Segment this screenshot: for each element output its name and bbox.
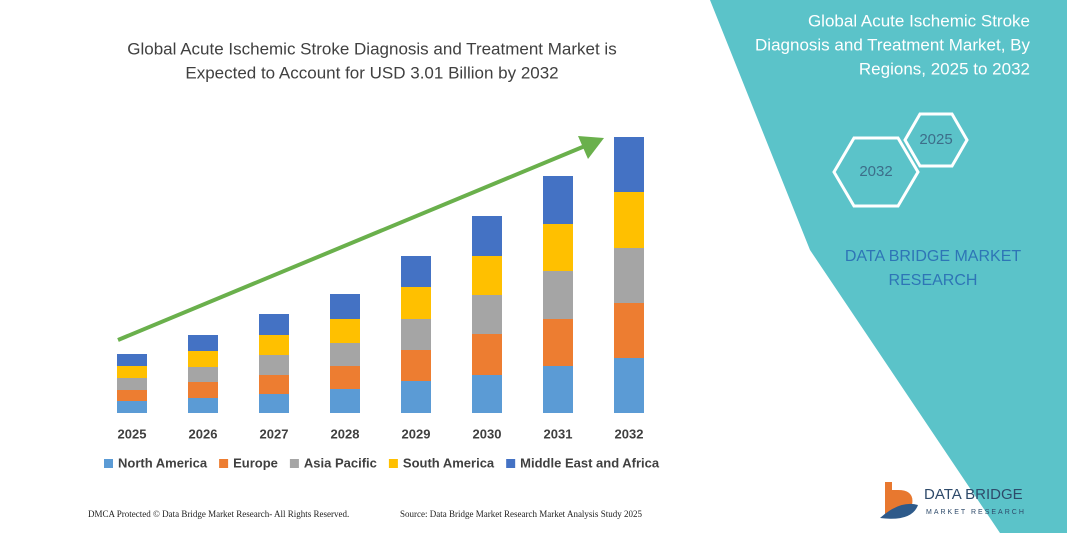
legend-swatch bbox=[506, 459, 516, 468]
panel-title: Diagnosis and Treatment Market, By bbox=[755, 35, 1030, 54]
side-panel bbox=[710, 0, 1067, 533]
bar-segment bbox=[188, 398, 218, 413]
legend-label: Middle East and Africa bbox=[520, 455, 660, 470]
bar-segment bbox=[259, 335, 289, 355]
legend-swatch bbox=[219, 459, 229, 468]
x-tick-label: 2031 bbox=[544, 426, 573, 441]
hexagon-label: 2032 bbox=[859, 163, 892, 180]
bar-segment bbox=[614, 358, 644, 413]
bar-segment bbox=[401, 350, 431, 381]
bar-segment bbox=[614, 192, 644, 248]
bar-segment bbox=[117, 354, 147, 366]
bar-segment bbox=[543, 366, 573, 413]
legend-swatch bbox=[388, 459, 398, 468]
panel-title: Global Acute Ischemic Stroke bbox=[808, 11, 1030, 30]
legend-label: Europe bbox=[233, 455, 278, 470]
bar-segment bbox=[188, 367, 218, 382]
bar-segment bbox=[401, 256, 431, 287]
bar-segment bbox=[117, 390, 147, 401]
bar-segment bbox=[472, 216, 502, 256]
logo-name: DATA BRIDGE bbox=[924, 486, 1023, 503]
bar-segment bbox=[259, 314, 289, 335]
bar-segment bbox=[117, 378, 147, 390]
x-tick-label: 2026 bbox=[189, 426, 218, 441]
trend-arrow bbox=[117, 144, 586, 342]
bar-segment bbox=[543, 224, 573, 271]
bar-segment bbox=[614, 303, 644, 358]
panel-title: Regions, 2025 to 2032 bbox=[859, 59, 1030, 78]
bar-segment bbox=[401, 287, 431, 319]
logo-tagline: MARKET RESEARCH bbox=[926, 509, 1026, 516]
legend-label: South America bbox=[403, 455, 495, 470]
bar-segment bbox=[472, 375, 502, 413]
bar-segment bbox=[543, 271, 573, 319]
bar-segment bbox=[472, 256, 502, 295]
x-tick-label: 2029 bbox=[402, 426, 431, 441]
x-tick-label: 2028 bbox=[331, 426, 360, 441]
bar-segment bbox=[188, 351, 218, 367]
bar-segment bbox=[330, 319, 360, 343]
bar-segment bbox=[330, 343, 360, 366]
hexagon-label: 2025 bbox=[919, 131, 952, 148]
x-tick-label: 2032 bbox=[615, 426, 644, 441]
x-tick-label: 2027 bbox=[260, 426, 289, 441]
x-tick-label: 2030 bbox=[473, 426, 502, 441]
hexagon bbox=[903, 112, 969, 168]
chart-title: Global Acute Ischemic Stroke Diagnosis a… bbox=[127, 39, 616, 58]
legend-swatch bbox=[289, 459, 299, 468]
bar-segment bbox=[543, 319, 573, 366]
logo-mark bbox=[880, 503, 918, 519]
hexagon bbox=[832, 136, 920, 208]
bar-segment bbox=[472, 295, 502, 334]
legend-label: North America bbox=[118, 455, 208, 470]
bar-segment bbox=[259, 355, 289, 375]
bar-segment bbox=[259, 375, 289, 394]
bar-segment bbox=[614, 137, 644, 192]
bar-segment bbox=[543, 176, 573, 224]
bar-segment bbox=[330, 389, 360, 413]
bar-segment bbox=[401, 381, 431, 413]
bar-segment bbox=[330, 366, 360, 389]
bar-segment bbox=[401, 319, 431, 350]
legend-swatch bbox=[104, 459, 113, 468]
bar-segment bbox=[188, 335, 218, 351]
bar-segment bbox=[330, 294, 360, 319]
brand-text: RESEARCH bbox=[889, 272, 978, 289]
bar-segment bbox=[188, 382, 218, 398]
bar-segment bbox=[259, 394, 289, 413]
chart-title: Expected to Account for USD 3.01 Billion… bbox=[185, 63, 558, 82]
x-tick-label: 2025 bbox=[118, 426, 147, 441]
bar-segment bbox=[614, 248, 644, 303]
bar-segment bbox=[117, 366, 147, 378]
footer-text: DMCA Protected © Data Bridge Market Rese… bbox=[88, 509, 349, 519]
bar-segment bbox=[117, 401, 147, 413]
brand-text: DATA BRIDGE MARKET bbox=[845, 248, 1022, 265]
legend-label: Asia Pacific bbox=[304, 455, 377, 470]
footer-text: Source: Data Bridge Market Research Mark… bbox=[400, 509, 642, 519]
bar-segment bbox=[472, 334, 502, 375]
trend-arrow-head bbox=[578, 136, 604, 159]
